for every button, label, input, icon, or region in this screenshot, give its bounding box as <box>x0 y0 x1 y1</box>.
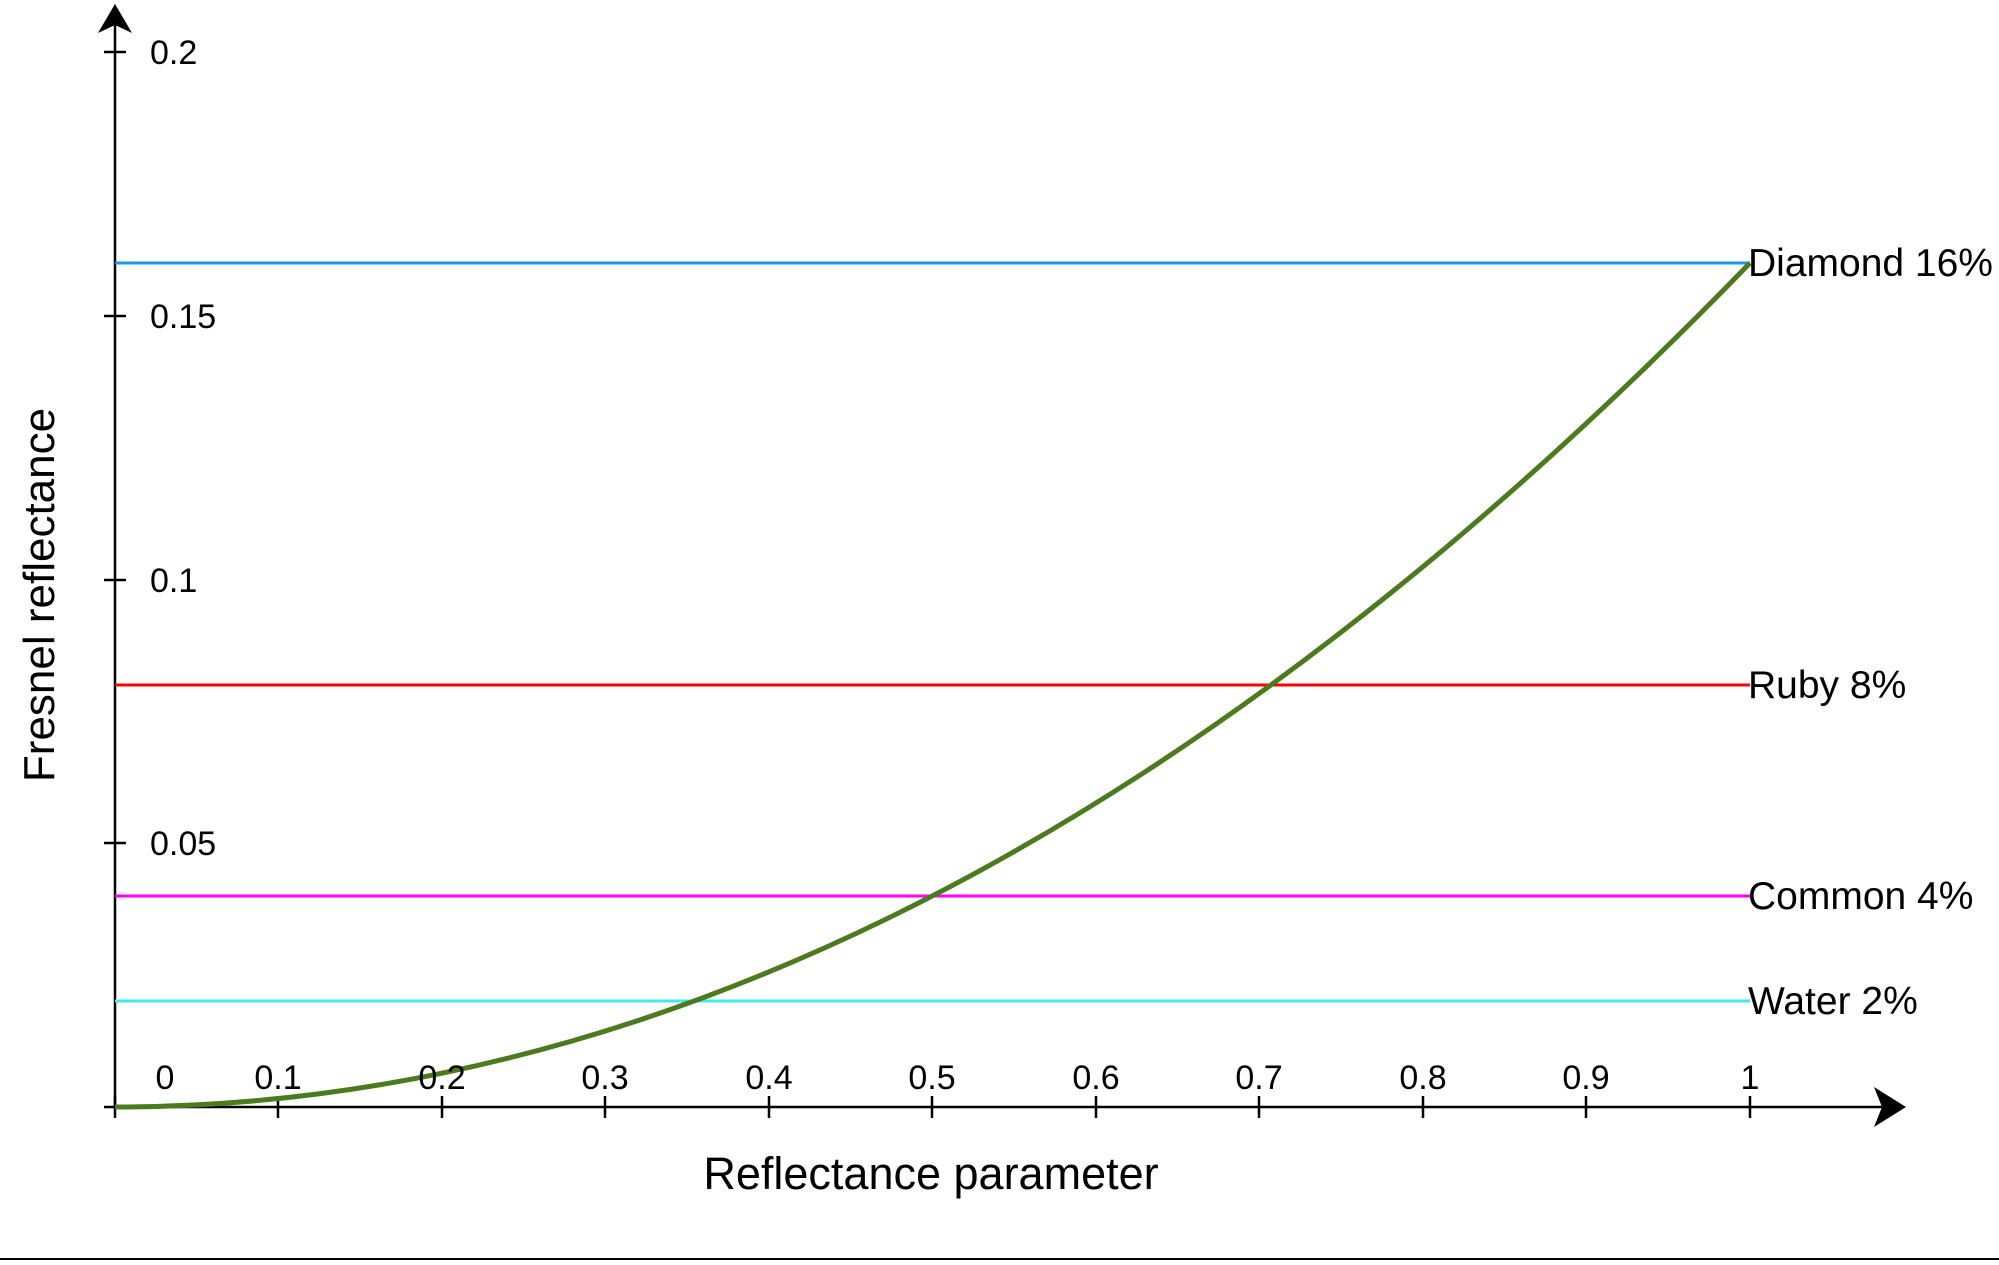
svg-text:0.4: 0.4 <box>745 1059 792 1097</box>
svg-text:0.3: 0.3 <box>581 1059 628 1097</box>
svg-text:0.2: 0.2 <box>418 1059 465 1097</box>
svg-text:Water 2%: Water 2% <box>1748 980 1918 1023</box>
svg-text:0.15: 0.15 <box>150 298 216 336</box>
svg-text:Reflectance parameter: Reflectance parameter <box>703 1148 1158 1199</box>
svg-text:0.2: 0.2 <box>150 34 197 72</box>
svg-text:0.5: 0.5 <box>908 1059 955 1097</box>
svg-text:1: 1 <box>1741 1059 1760 1097</box>
svg-text:Common 4%: Common 4% <box>1748 875 1973 918</box>
svg-text:0: 0 <box>156 1059 175 1097</box>
svg-text:0.6: 0.6 <box>1072 1059 1119 1097</box>
svg-text:0.1: 0.1 <box>254 1059 301 1097</box>
svg-text:0.05: 0.05 <box>150 825 216 863</box>
svg-text:0.7: 0.7 <box>1235 1059 1282 1097</box>
svg-text:Fresnel reflectance: Fresnel reflectance <box>15 408 64 782</box>
svg-text:Ruby 8%: Ruby 8% <box>1748 664 1906 707</box>
svg-text:0.8: 0.8 <box>1399 1059 1446 1097</box>
svg-text:0.9: 0.9 <box>1562 1059 1609 1097</box>
svg-text:Diamond 16%: Diamond 16% <box>1748 242 1993 285</box>
svg-text:0.1: 0.1 <box>150 562 197 600</box>
